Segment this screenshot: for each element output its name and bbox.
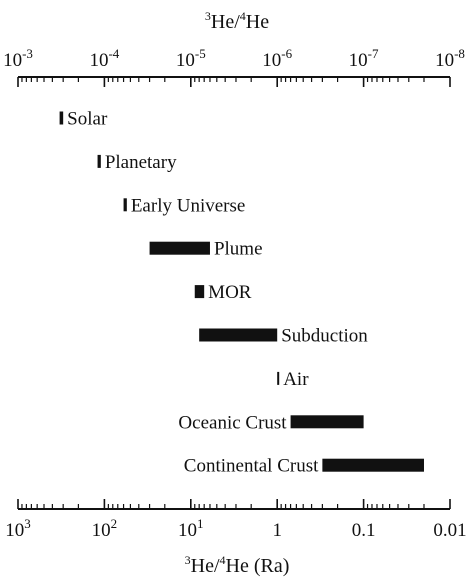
bottom-axis-title-sup2: 4 [220, 553, 226, 567]
top-axis-title: 3He/4He [205, 9, 269, 33]
range-bar-label: Continental Crust [184, 456, 319, 477]
bottom-axis-tick-label: 1 [272, 520, 282, 541]
top-axis-tick-label: 10-5 [176, 46, 206, 71]
bottom-axis-tick-label: 102 [92, 516, 118, 541]
top-axis-title-sup2: 4 [240, 9, 246, 23]
range-bar-labels: Solar Planetary Early Universe Plume MOR Subd… [67, 109, 368, 477]
top-axis-title-mid: He/ [211, 11, 240, 33]
range-bar-label: Plume [214, 239, 263, 260]
top-axis-title-end: He [246, 11, 269, 33]
bottom-axis-title-sup1: 3 [185, 553, 191, 567]
top-axis-tick-labels: 10-3 10-4 10-5 10-6 10-7 10-8 [3, 46, 465, 71]
range-bar [194, 285, 205, 299]
bottom-axis-tick-label: 0.1 [352, 520, 376, 541]
range-bar [149, 241, 210, 255]
range-bar [290, 415, 364, 429]
bottom-axis-tick-label: 103 [5, 516, 31, 541]
bottom-axis-tick-labels: 103 102 101 1 0.1 0.01 [5, 516, 466, 541]
range-bar [199, 328, 278, 342]
range-bar-label: Planetary [105, 152, 177, 173]
bottom-axis-ticks [17, 499, 451, 509]
range-bar [322, 458, 424, 472]
range-bar [59, 111, 64, 125]
top-axis-tick-label: 10-3 [3, 46, 33, 71]
range-bar-label: Solar [67, 109, 108, 130]
top-axis-ticks [17, 77, 451, 87]
top-axis-tick-label: 10-6 [262, 46, 292, 71]
range-bars [59, 111, 424, 472]
top-axis-tick-label: 10-8 [435, 46, 465, 71]
range-bar-label: MOR [208, 282, 252, 303]
range-bar-label: Oceanic Crust [178, 412, 287, 433]
range-bar [277, 371, 280, 385]
range-bar-label: Early Universe [131, 195, 245, 216]
bottom-axis-tick-label: 101 [178, 516, 204, 541]
top-axis-title-sup1: 3 [205, 9, 211, 23]
bottom-axis-title: 3He/4He (Ra) [185, 553, 290, 577]
bottom-axis-title-end: He (Ra) [226, 555, 290, 577]
bottom-axis-title-mid: He/ [191, 555, 220, 577]
top-axis-tick-label: 10-7 [349, 46, 379, 71]
top-axis-tick-label: 10-4 [89, 46, 119, 71]
bottom-axis-tick-label: 0.01 [433, 520, 466, 541]
range-bar [97, 154, 101, 168]
range-bar-label: Subduction [281, 326, 368, 347]
range-bar [123, 198, 127, 212]
range-bar-label: Air [283, 369, 309, 390]
